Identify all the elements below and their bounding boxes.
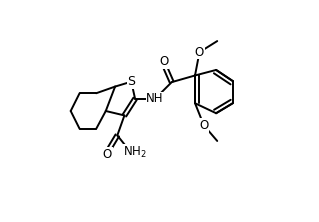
Text: O: O	[199, 119, 209, 132]
Text: S: S	[127, 75, 135, 88]
Text: O: O	[103, 148, 112, 161]
Text: O: O	[159, 55, 168, 68]
Text: NH$_2$: NH$_2$	[123, 145, 146, 160]
Text: O: O	[195, 46, 204, 59]
Text: NH: NH	[146, 92, 164, 105]
